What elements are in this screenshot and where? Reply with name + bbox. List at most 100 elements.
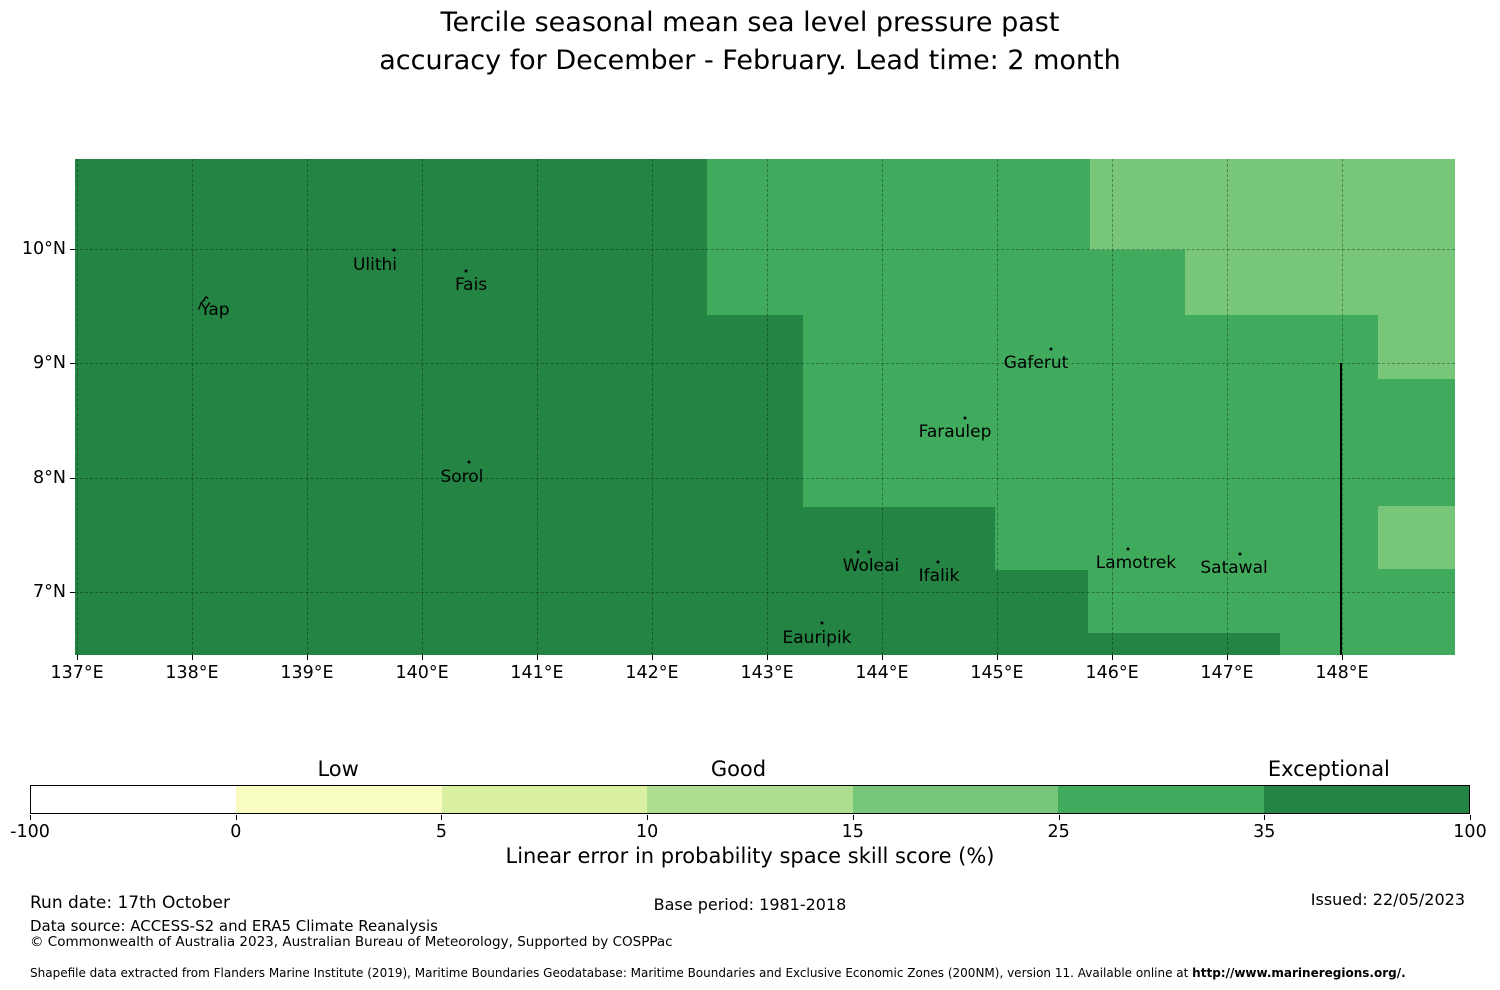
colorbar-title: Linear error in probability space skill … [505,844,995,868]
colorbar-segment-0 [31,786,237,813]
gridline-vertical [767,159,769,655]
island-label-fais: Fais [454,274,488,295]
island-label-lamotrek: Lamotrek [1095,552,1177,573]
island-dot-fais [464,269,468,273]
gridline-vertical [1227,159,1229,655]
gridline-horizontal [75,592,1455,593]
x-tick-mark [422,655,424,660]
map-region-dark [75,569,1089,633]
x-tick-mark [306,655,308,660]
island-label-gaferut: Gaferut [1003,353,1069,373]
island-dot-woleai [867,550,871,554]
colorbar-tick-mark [852,815,854,820]
island-dot-lamotrek [1126,547,1130,551]
colorbar-tick-mark [30,815,31,820]
issued-date-text: Issued: 22/05/2023 [1310,890,1465,909]
map-region-light [1089,159,1455,251]
colorbar-tick-label: 5 [435,822,447,842]
island-label-faraulep: Faraulep [918,421,992,442]
island-label-yap: Yap [200,299,230,320]
island-dot-gaferut [1049,347,1053,351]
island-label-woleai: Woleai [842,556,900,577]
gridline-vertical [422,159,424,655]
y-tick-label: 7°N [33,582,66,602]
x-tick-label: 139°E [280,663,334,683]
island-dot-sorol [467,460,471,464]
gridline-vertical [651,159,653,655]
island-dot-ifalik [936,560,940,564]
map-region-dark [75,632,1281,655]
run-date-text: Run date: 17th October [30,893,230,913]
colorbar-band-label: Exceptional [1267,757,1390,781]
x-tick-label: 145°E [970,663,1024,683]
colorbar-segment-2 [441,786,648,813]
shapefile-attribution-text: Shapefile data extracted from Flanders M… [30,966,1406,980]
colorbar-tick-label: 0 [230,822,242,842]
gridline-vertical [996,159,998,655]
colorbar-segment-3 [647,786,853,813]
figure-title: Tercile seasonal mean sea level pressure… [0,4,1500,80]
x-tick-label: 141°E [510,663,564,683]
colorbar-tick-label: 25 [1047,822,1070,842]
gridline-horizontal [75,249,1455,251]
colorbar-tick-label: 15 [841,822,864,842]
x-tick-mark [537,655,539,660]
colorbar-tick-label: 10 [636,822,659,842]
island-outline-yap [196,295,209,312]
island-label-satawal: Satawal [1200,558,1268,578]
x-tick-mark [651,655,653,660]
colorbar-tick-mark [1058,815,1060,820]
x-tick-label: 140°E [395,663,449,683]
maritime-boundary-line [1340,363,1342,655]
x-tick-label: 144°E [855,663,909,683]
x-tick-mark [1227,655,1229,660]
colorbar-tick-mark [441,815,443,820]
colorbar-tick-mark [235,815,237,820]
gridline-vertical [1341,159,1343,655]
x-tick-mark [996,655,998,660]
colorbar-band-label: Good [710,757,767,781]
colorbar-tick-mark [1264,815,1266,820]
shapefile-attribution-url: http://www.marineregions.org/. [1192,966,1406,980]
island-dot-ulithi [392,248,396,252]
colorbar-segment-4 [852,786,1059,813]
gridline-vertical [882,159,884,655]
colorbar-tick-label: -100 [10,822,50,842]
gridline-horizontal [75,477,1455,479]
gridline-vertical [537,159,539,655]
colorbar-segment-6 [1263,786,1469,813]
colorbar-segment-1 [236,786,442,813]
x-tick-mark [1112,655,1114,660]
data-source-text: Data source: ACCESS-S2 and ERA5 Climate … [30,917,438,935]
colorbar-tick-label: 100 [1453,822,1487,842]
colorbar-band-label: Low [317,757,359,781]
x-tick-label: 146°E [1085,663,1139,683]
gridline-vertical [77,159,79,655]
island-label-sorol: Sorol [440,466,484,487]
x-tick-label: 138°E [165,663,219,683]
island-dot-woleai [856,550,860,554]
x-tick-mark [882,655,884,660]
x-tick-mark [767,655,769,660]
colorbar-bar [30,785,1470,814]
gridline-vertical [1112,159,1114,655]
island-dot-satawal [1238,552,1242,556]
colorbar-tick-label: 35 [1253,822,1276,842]
y-tick-label: 9°N [33,353,66,373]
colorbar: Low Good Exceptional -100 0 5 10 15 25 35 100 [10,757,1487,842]
y-tick-label: 8°N [33,467,66,488]
map-region-dark [75,506,996,570]
x-tick-label: 148°E [1315,663,1369,683]
colorbar-segment-5 [1058,786,1264,813]
x-tick-mark [192,655,194,660]
island-label-ulithi: Ulithi [352,255,398,276]
map-region-light [1377,314,1455,379]
map-region-light [1377,506,1455,569]
base-period-text: Base period: 1981-2018 [653,895,847,914]
island-label-eauripik: Eauripik [782,627,852,648]
colorbar-tick-mark [1470,815,1471,820]
x-tick-label: 143°E [740,663,794,683]
island-dot-eauripik [820,621,824,625]
gridline-vertical [306,159,308,655]
x-tick-mark [1341,655,1343,660]
